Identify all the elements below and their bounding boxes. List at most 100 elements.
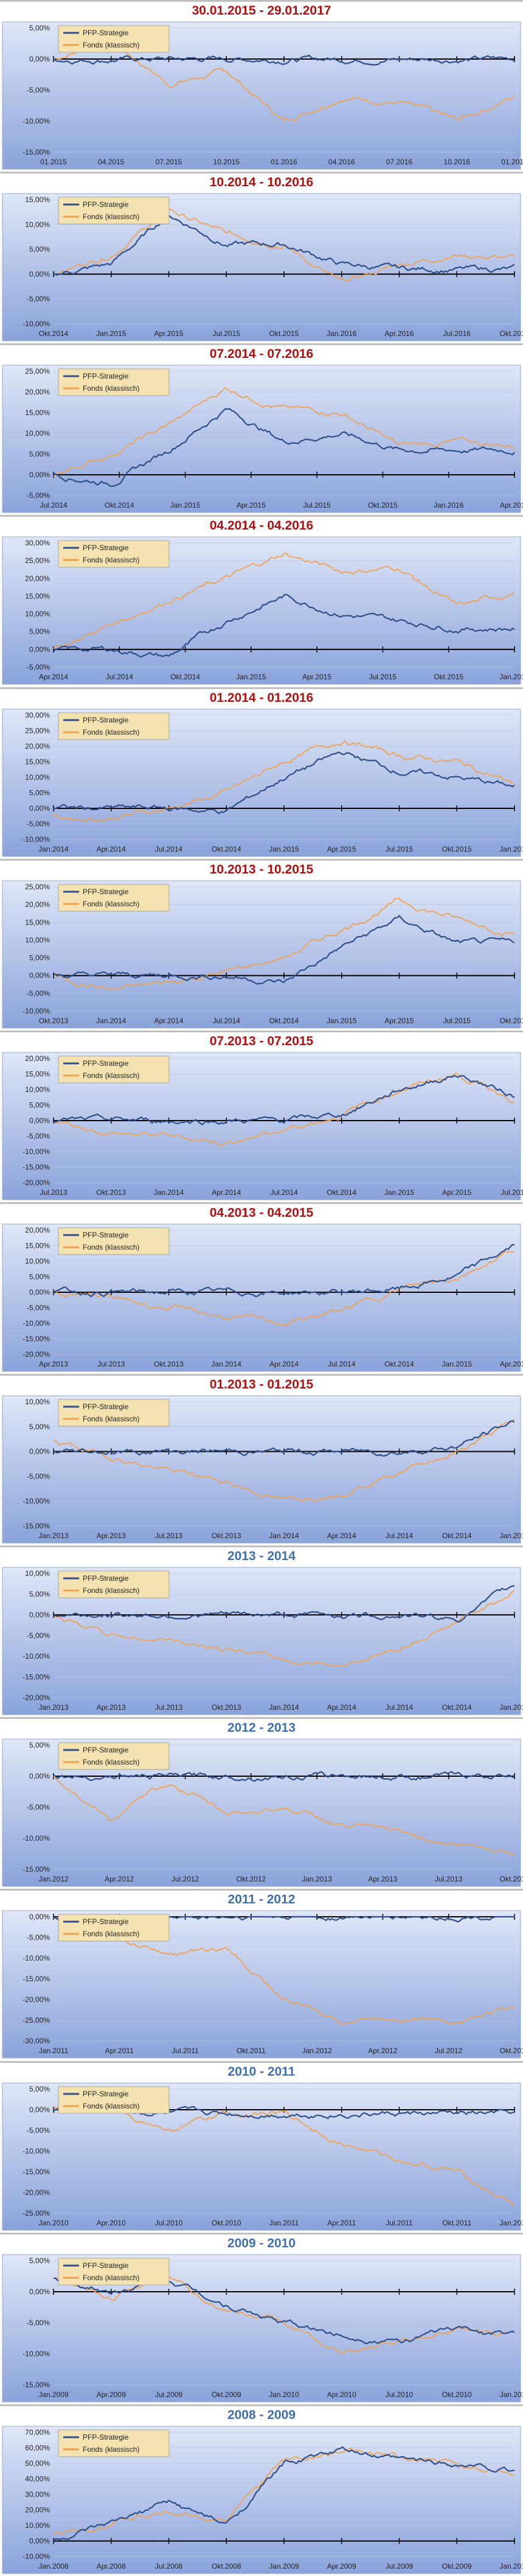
legend-box <box>58 197 170 225</box>
panel-separator <box>0 343 523 345</box>
x-tick-label: Okt.2013 <box>96 1188 126 1197</box>
legend-entry: Fonds (klassisch) <box>83 1586 139 1595</box>
legend-box <box>58 1570 170 1598</box>
line-chart: 15,00%10,00%5,00%0,00%-5,00%-10,00%Okt.2… <box>2 193 523 341</box>
legend-entry: Fonds (klassisch) <box>83 556 139 564</box>
y-tick-label: 5,00% <box>29 628 50 636</box>
x-tick-label: Jul.2015 <box>443 1017 471 1025</box>
x-tick-label: Jan.2014 <box>154 1188 184 1197</box>
legend-entry: PFP-Strategie <box>83 544 129 552</box>
x-tick-label: Apr.2011 <box>105 2046 134 2055</box>
legend: PFP-Strategie Fonds (klassisch) <box>58 1227 170 1255</box>
x-tick-label: Okt.2012 <box>500 2046 523 2055</box>
x-tick-label: Jan.2009 <box>38 2390 69 2399</box>
x-tick-label: Okt.2013 <box>500 1875 523 1883</box>
line-chart: 25,00% 20,00% 15,00% 10,00% 5,00% 0,00% -5,00%… <box>2 880 523 1029</box>
x-tick-label: Jul.2015 <box>213 329 241 338</box>
legend-box <box>58 1742 170 1770</box>
chart-panel: 04.2013 - 04.2015 20,00% 15,00% 10,00% 5,00%… <box>0 1202 523 1374</box>
series-line-fonds-klassisch <box>53 2447 515 2535</box>
y-tick-label: 5,00% <box>29 245 50 254</box>
series-line-pfp-strategie <box>53 1075 515 1126</box>
y-tick-label: -5,00% <box>27 989 50 998</box>
y-tick-label: 10,00% <box>25 1085 50 1094</box>
y-tick-label: 5,00% <box>29 1273 50 1281</box>
x-tick-label: Jul.2011 <box>171 2046 199 2055</box>
y-tick-label: 0,00% <box>29 471 50 479</box>
series-line-pfp-strategie <box>53 214 515 276</box>
y-tick-label: 0,00% <box>29 1116 50 1125</box>
x-tick-label: Jul.2010 <box>386 2390 414 2399</box>
chart-title: 07.2014 - 07.2016 <box>209 347 314 361</box>
y-tick-label: 10,00% <box>25 429 50 438</box>
y-tick-label: 5,00% <box>29 1590 50 1598</box>
x-tick-label: 10.2016 <box>444 158 471 166</box>
y-tick-label: 0,00% <box>29 645 50 654</box>
series-line-pfp-strategie <box>53 54 515 66</box>
x-tick-label: Apr.2016 <box>500 501 523 509</box>
series-line-fonds-klassisch <box>53 740 515 822</box>
line-chart: 5,00% 0,00% -5,00% -10,00% -15,00% 01.2015 04.… <box>2 21 523 170</box>
panel-separator <box>0 0 523 2</box>
chart-panel: 04.2014 - 04.2016 30,00% 25,00% 20,00% 15,00… <box>0 515 523 687</box>
y-tick-label: -20,00% <box>23 1693 50 1702</box>
x-tick-label: Apr.2014 <box>39 673 68 681</box>
x-tick-label: Apr.2015 <box>500 1360 523 1368</box>
x-tick-label: Jul.2014 <box>386 1531 414 1540</box>
x-tick-label: Jul.2015 <box>500 1188 523 1197</box>
legend-entry: Fonds (klassisch) <box>83 2273 139 2282</box>
line-chart: 30,00% 25,00% 20,00% 15,00% 10,00% 5,00% 0,00%… <box>2 536 523 685</box>
y-tick-label: -10,00% <box>23 320 50 328</box>
x-tick-label: 07.2015 <box>156 158 182 166</box>
y-tick-label: -10,00% <box>23 1954 50 1962</box>
y-tick-label: -30,00% <box>23 2037 50 2045</box>
y-tick-label: 20,00% <box>25 1054 50 1063</box>
x-tick-label: Apr.2013 <box>97 1531 126 1540</box>
x-tick-label: Okt.2015 <box>269 329 299 338</box>
y-tick-label: 25,00% <box>25 367 50 376</box>
y-tick-label: 70,00% <box>25 2428 50 2437</box>
legend-entry: Fonds (klassisch) <box>83 41 139 49</box>
legend-entry: Fonds (klassisch) <box>83 1243 139 1251</box>
y-tick-label: -15,00% <box>23 1335 50 1343</box>
y-tick-label: 5,00% <box>29 2085 50 2093</box>
line-chart: 5,00% 0,00% -5,00% -10,00% -15,00% -20,00% -25… <box>2 2082 523 2231</box>
series-line-pfp-strategie <box>53 2446 515 2541</box>
legend-entry: PFP-Strategie <box>83 200 129 209</box>
chart-panel: 01.2014 - 01.2016 30,00% 25,00% 20,00% 15,00… <box>0 687 523 859</box>
y-tick-label: -10,00% <box>23 835 50 844</box>
y-tick-label: -5,00% <box>27 2319 50 2327</box>
chart-panel: 30.01.2015 - 29.01.2017 5,00% 0,00% -5,00% -… <box>0 0 523 172</box>
x-tick-label: Okt.2014 <box>384 1360 414 1368</box>
y-tick-label: 5,00% <box>29 954 50 962</box>
x-tick-label: Jul.2014 <box>106 673 134 681</box>
chart-title: 10.2014 - 10.2016 <box>209 175 314 189</box>
y-tick-label: 0,00% <box>29 804 50 813</box>
chart-title: 2012 - 2013 <box>227 1721 296 1735</box>
line-chart: 25,00% 20,00% 15,00% 10,00% 5,00% 0,00% -5,00%… <box>2 365 523 513</box>
legend-box <box>58 1055 170 1083</box>
y-tick-label: 50,00% <box>25 2459 50 2468</box>
y-tick-label: 0,00% <box>29 2105 50 2114</box>
y-tick-label: -5,00% <box>27 1933 50 1942</box>
x-tick-label: 01.2017 <box>501 158 523 166</box>
legend-entry: PFP-Strategie <box>83 1402 129 1411</box>
x-tick-label: Okt.2013 <box>154 1360 184 1368</box>
y-tick-label: -20,00% <box>23 1350 50 1359</box>
y-tick-label: -25,00% <box>23 2016 50 2025</box>
legend-box <box>58 1914 170 1942</box>
y-tick-label: -5,00% <box>27 663 50 671</box>
chart-title: 10.2013 - 10.2015 <box>209 863 314 877</box>
legend: PFP-Strategie Fonds (klassisch) <box>58 197 170 225</box>
y-tick-label: -10,00% <box>23 2147 50 2155</box>
x-tick-label: Okt.2011 <box>237 2046 266 2055</box>
x-tick-label: Jan.2015 <box>499 1703 523 1712</box>
panel-separator <box>0 1545 523 1547</box>
x-tick-label: Jul.2009 <box>386 2562 414 2571</box>
panel-separator <box>0 2233 523 2235</box>
x-tick-label: Apr.2009 <box>327 2562 356 2571</box>
x-tick-label: Jan.2016 <box>499 845 523 853</box>
x-tick-label: 10.2015 <box>213 158 240 166</box>
legend-entry: PFP-Strategie <box>83 2261 129 2270</box>
chart-title: 30.01.2015 - 29.01.2017 <box>192 4 331 18</box>
